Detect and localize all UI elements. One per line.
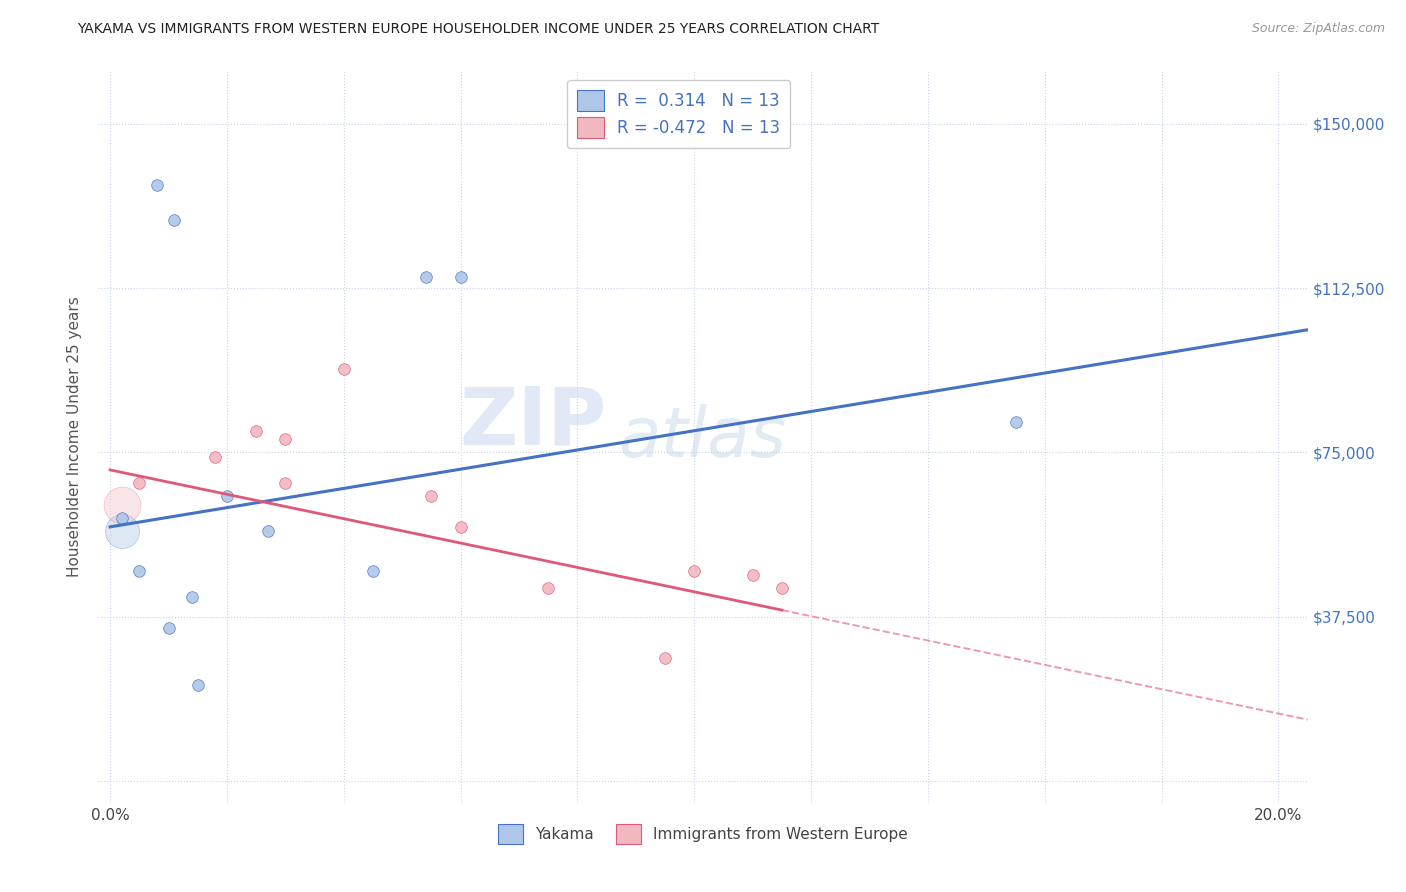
Point [111, 498, 134, 512]
Point [204, 450, 226, 464]
Y-axis label: Householder Income Under 25 years: Householder Income Under 25 years [67, 297, 83, 577]
Point [128, 476, 150, 491]
Point [274, 432, 297, 446]
Point [163, 213, 186, 227]
Point [450, 520, 472, 534]
Text: YAKAMA VS IMMIGRANTS FROM WESTERN EUROPE HOUSEHOLDER INCOME UNDER 25 YEARS CORRE: YAKAMA VS IMMIGRANTS FROM WESTERN EUROPE… [77, 22, 880, 37]
Point [146, 178, 169, 193]
Point [741, 568, 763, 582]
Point [1004, 415, 1026, 429]
Text: Source: ZipAtlas.com: Source: ZipAtlas.com [1251, 22, 1385, 36]
Point [770, 581, 793, 595]
Point [654, 651, 676, 665]
Point [332, 362, 354, 376]
Point [683, 564, 706, 578]
Point [128, 564, 150, 578]
Point [450, 270, 472, 285]
Point [111, 511, 134, 525]
Point [180, 590, 202, 604]
Point [274, 476, 297, 491]
Point [537, 581, 560, 595]
Point [111, 524, 134, 539]
Point [245, 424, 267, 438]
Text: ZIP: ZIP [458, 384, 606, 461]
Point [157, 621, 180, 635]
Point [187, 677, 209, 691]
Point [215, 489, 238, 503]
Point [420, 489, 443, 503]
Point [361, 564, 384, 578]
Point [415, 270, 437, 285]
Point [256, 524, 278, 539]
Text: atlas: atlas [619, 403, 786, 471]
Legend: Yakama, Immigrants from Western Europe: Yakama, Immigrants from Western Europe [492, 818, 914, 850]
